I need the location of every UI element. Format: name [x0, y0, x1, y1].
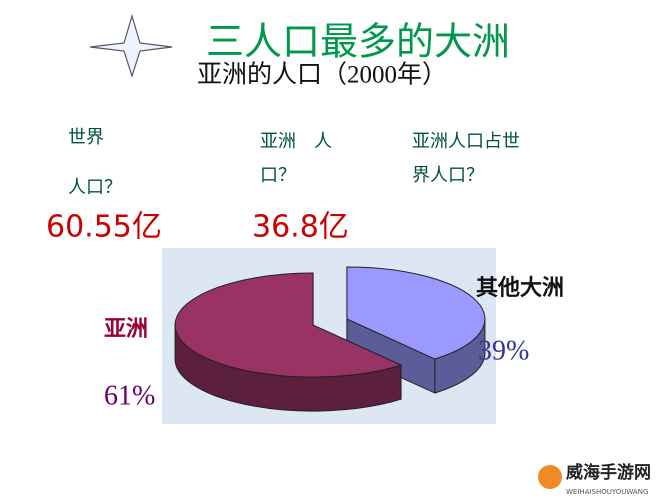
pie [174, 266, 486, 412]
answer: 60.55亿 [46, 210, 162, 245]
value-label: 39% [478, 335, 529, 366]
star-decoration [89, 13, 173, 78]
question-line: 口？ [260, 165, 296, 186]
category-label: 其他大洲 [476, 276, 564, 301]
title: 三人口最多的大洲 [206, 20, 510, 64]
value-label: 61% [104, 380, 155, 411]
question-line: 世界 [68, 127, 104, 148]
watermark-name: 威海手游网 [566, 462, 651, 483]
answer: 36.8亿 [252, 210, 349, 245]
pie-slice [174, 272, 403, 378]
pie-slice [346, 266, 486, 360]
watermark: 威海手游网 WEIHAISHOUYOUWANG [538, 462, 651, 496]
subtitle: 亚洲的人口（2000年） [197, 61, 447, 89]
watermark-logo [538, 465, 562, 489]
question-line: 界人口？ [412, 165, 484, 186]
watermark-url: WEIHAISHOUYOUWANG [566, 488, 648, 496]
question-line: 亚洲 人 [260, 131, 332, 152]
category-label: 亚洲 [104, 317, 148, 342]
question-line: 亚洲人口占世 [412, 131, 520, 152]
question-line: 人口？ [68, 177, 122, 198]
